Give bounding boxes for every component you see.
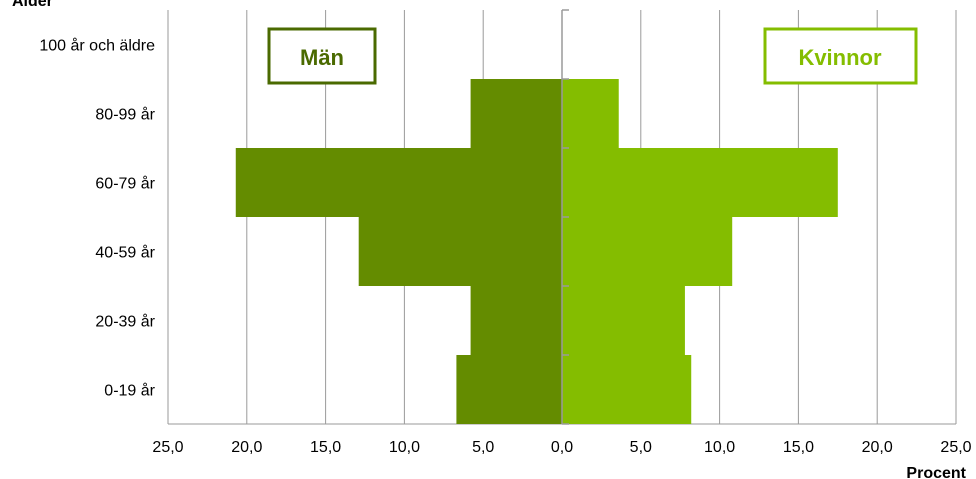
- y-tick-label: 0-19 år: [104, 382, 155, 400]
- bar-men-4: [470, 79, 562, 148]
- x-tick-label: 15,0: [310, 439, 341, 456]
- x-tick-label: 10,0: [704, 439, 735, 456]
- y-tick-label: 40-59 år: [95, 244, 155, 262]
- x-axis-title: Procent: [906, 465, 966, 479]
- x-tick-label: 25,0: [152, 439, 183, 456]
- legend-women-box: [763, 27, 918, 85]
- x-tick-label: 20,0: [231, 439, 262, 456]
- x-tick-label: 5,0: [630, 439, 652, 456]
- bar-men-2: [358, 217, 562, 286]
- x-tick-label: 20,0: [862, 439, 893, 456]
- bar-women-0: [562, 355, 692, 424]
- x-tick-label: 10,0: [389, 439, 420, 456]
- y-tick-label: 60-79 år: [95, 175, 155, 193]
- y-axis-title: Ålder: [12, 0, 53, 10]
- y-axis-tick-labels: 0-19 år 20-39 år 40-59 år 60-79 år 80-99 år 1…: [39, 37, 155, 400]
- x-axis-tick-labels: 25,0 20,0 15,0 10,0 5,0 0,0 5,0 10,0 15,0 20,0 25,…: [152, 439, 971, 456]
- y-tick-label: 80-99 år: [95, 106, 155, 124]
- y-tick-label: 20-39 år: [95, 313, 155, 331]
- bar-men-3: [235, 148, 562, 217]
- x-tick-label: 15,0: [783, 439, 814, 456]
- y-tick-label: 100 år och äldre: [39, 37, 155, 55]
- x-tick-label: 5,0: [472, 439, 494, 456]
- legend-men: Män: [267, 27, 377, 85]
- bar-women-3: [562, 148, 838, 217]
- bar-women-4: [562, 79, 619, 148]
- legend-women-label: Kvinnor: [798, 45, 882, 70]
- x-tick-label: 25,0: [940, 439, 971, 456]
- legend-women: Kvinnor: [763, 27, 918, 85]
- legend-men-label: Män: [300, 45, 344, 70]
- bars: [235, 79, 838, 424]
- center-axis: [561, 9, 569, 425]
- bar-women-2: [562, 217, 733, 286]
- bar-men-0: [456, 355, 562, 424]
- legend-men-box: [267, 27, 377, 85]
- bar-women-1: [562, 286, 685, 355]
- x-tick-label: 0,0: [551, 439, 573, 456]
- bar-men-1: [470, 286, 562, 355]
